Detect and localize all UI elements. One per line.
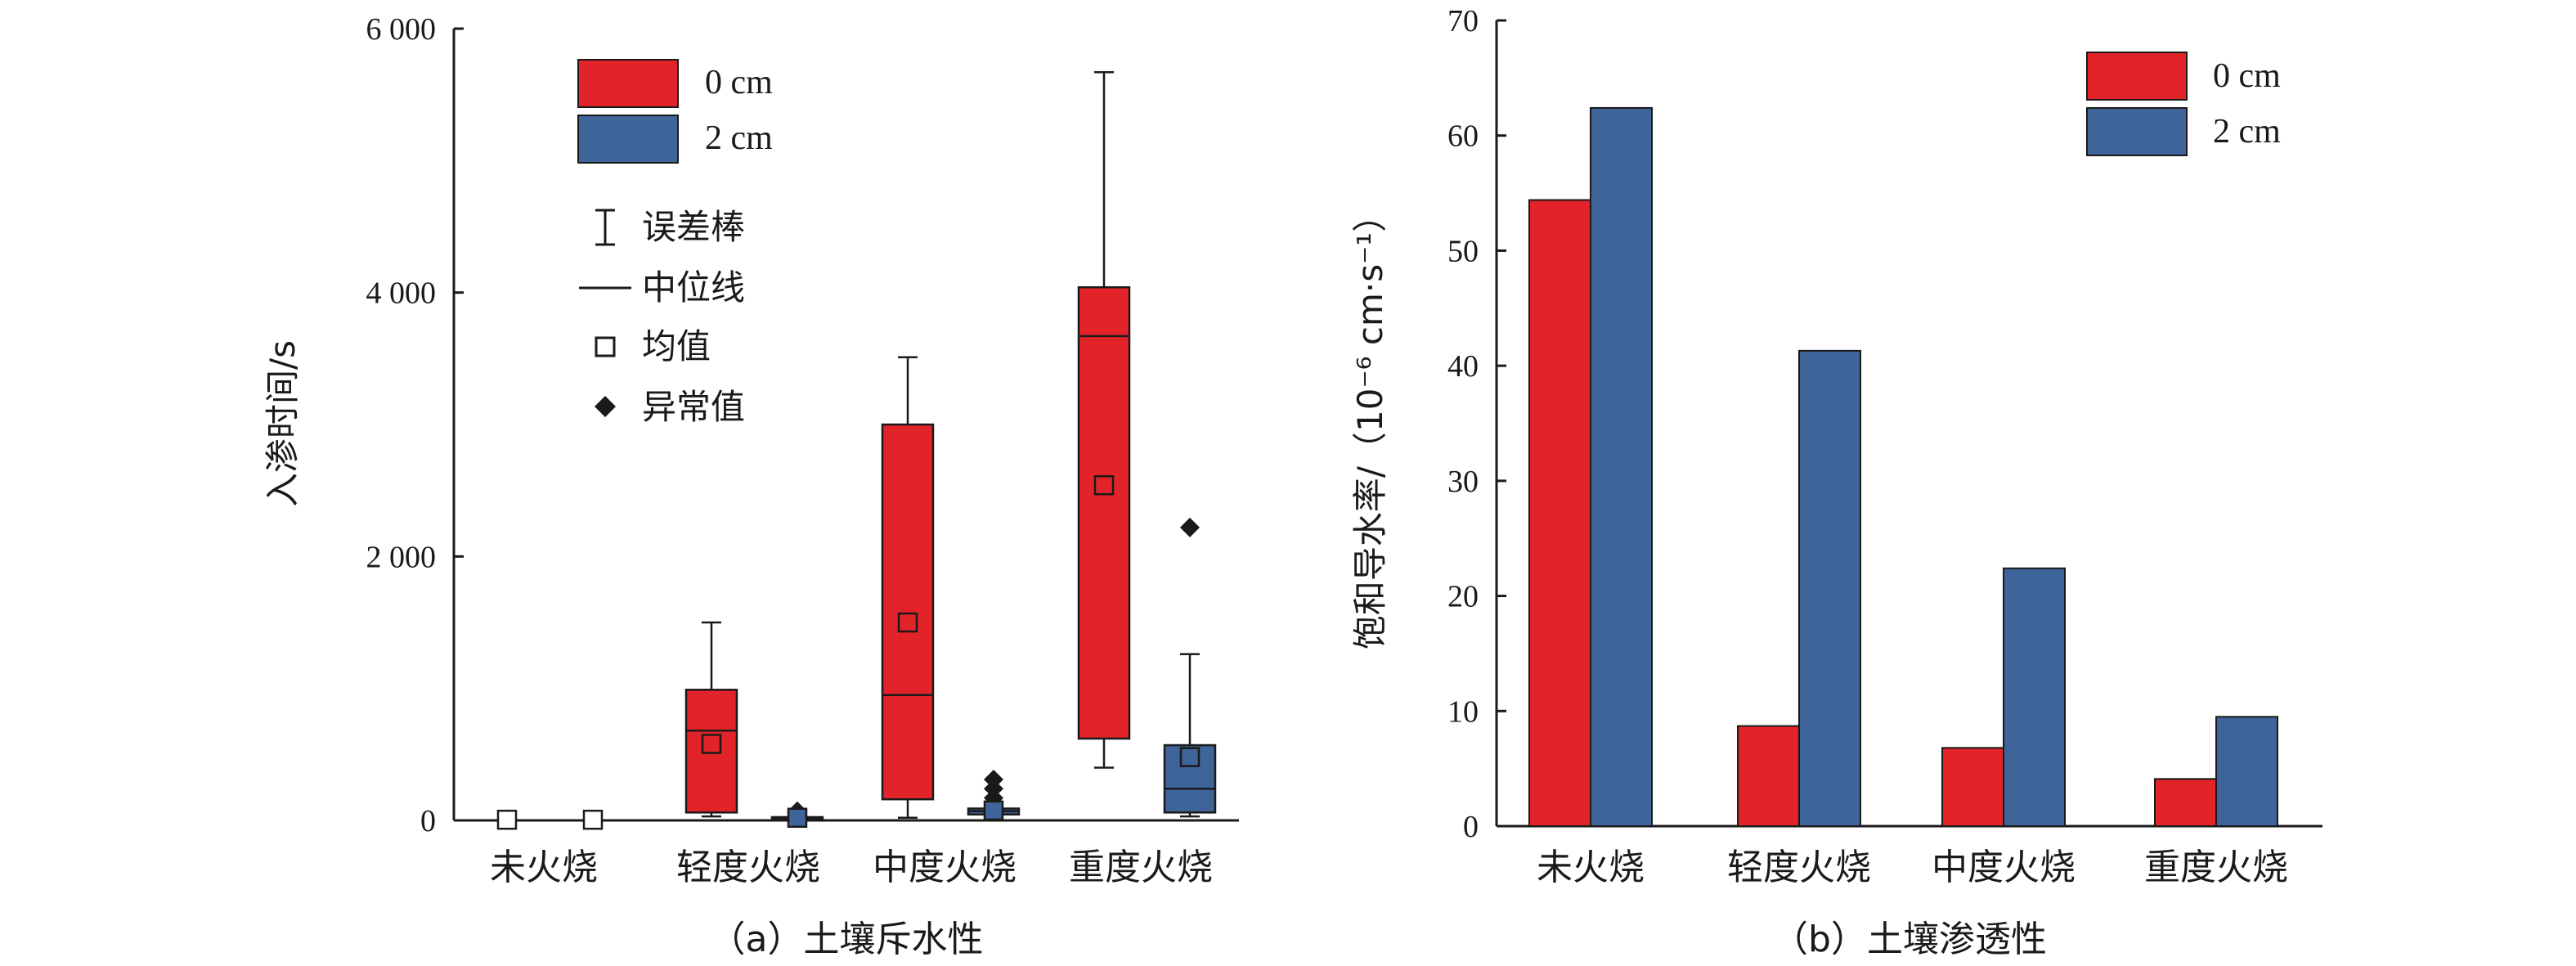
y-tick-label: 4 000 bbox=[366, 276, 437, 311]
y-tick-label: 0 bbox=[420, 804, 436, 838]
error-bar-icon bbox=[595, 209, 615, 246]
panel-a-boxes bbox=[496, 70, 1217, 830]
y-tick-label: 20 bbox=[1447, 580, 1479, 614]
panel-a-y-axis-label: 入渗时间/s bbox=[263, 340, 303, 507]
bar-2cm bbox=[2215, 716, 2278, 827]
legend-label-2cm: 2 cm bbox=[705, 119, 773, 157]
bar-2cm bbox=[2003, 567, 2066, 827]
legend-swatch-2cm bbox=[2086, 107, 2188, 156]
legend-median-label: 中位线 bbox=[642, 267, 745, 308]
x-category-label: 重度火烧 bbox=[2144, 847, 2288, 888]
legend-error-label: 误差棒 bbox=[642, 207, 745, 247]
bar-2cm bbox=[1798, 349, 1861, 828]
x-category-label: 轻度火烧 bbox=[676, 847, 820, 888]
x-category-label: 重度火烧 bbox=[1069, 847, 1213, 888]
y-tick-label: 70 bbox=[1447, 4, 1479, 38]
legend-swatch-2cm bbox=[577, 115, 679, 164]
y-tick-label: 50 bbox=[1447, 234, 1479, 268]
legend-swatch-0cm bbox=[2086, 52, 2188, 101]
panel-b-bars bbox=[1528, 106, 2278, 828]
panel-b-x-categories: 未火烧 轻度火烧 中度火烧 重度火烧 bbox=[1537, 847, 2288, 888]
bar-0cm bbox=[1737, 725, 1800, 827]
mean-marker bbox=[582, 809, 604, 830]
mean-marker bbox=[701, 734, 722, 754]
legend-label-0cm: 0 cm bbox=[705, 64, 773, 101]
y-tick-label: 6 000 bbox=[366, 12, 437, 47]
legend-label-0cm: 0 cm bbox=[2213, 57, 2281, 95]
y-tick-label: 0 bbox=[1463, 810, 1479, 844]
mean-square-icon bbox=[595, 336, 616, 357]
mean-marker bbox=[787, 807, 808, 829]
y-tick-label: 40 bbox=[1447, 349, 1479, 384]
legend-mean-label: 均值 bbox=[642, 326, 711, 366]
mean-marker bbox=[897, 612, 918, 633]
bar-0cm bbox=[1528, 199, 1591, 827]
mean-marker bbox=[1179, 747, 1200, 767]
box-0cm bbox=[1077, 285, 1131, 740]
legend-outlier-label: 异常值 bbox=[642, 387, 745, 427]
y-tick-label: 60 bbox=[1447, 119, 1479, 154]
outlier-point bbox=[984, 769, 1003, 789]
bar-0cm bbox=[2154, 778, 2217, 827]
panel-b-barchart: 0 10 20 30 40 50 60 70 未火烧 轻度火烧 中度火烧 重度火烧 饱和导水率/（1… bbox=[1350, 4, 2322, 960]
panel-a-caption: （a）土壤斥水性 bbox=[710, 919, 984, 960]
mean-marker bbox=[983, 800, 1004, 821]
x-category-label: 轻度火烧 bbox=[1727, 847, 1871, 888]
mean-marker bbox=[496, 809, 518, 830]
y-tick-label: 2 000 bbox=[366, 540, 437, 574]
x-category-label: 未火烧 bbox=[490, 847, 598, 888]
bar-0cm bbox=[1941, 747, 2004, 827]
panel-b-legend: 0 cm 2 cm bbox=[2086, 52, 2281, 156]
x-category-label: 中度火烧 bbox=[1932, 847, 2076, 888]
box-0cm bbox=[881, 423, 935, 801]
mean-marker bbox=[1093, 474, 1115, 496]
x-category-label: 未火烧 bbox=[1537, 847, 1645, 888]
panel-a-legend: 0 cm 2 cm 误差棒 中位线 均值 异常值 bbox=[577, 59, 773, 427]
legend-swatch-0cm bbox=[577, 59, 679, 108]
outlier-diamond-icon bbox=[595, 396, 616, 417]
bar-2cm bbox=[1590, 106, 1653, 827]
panel-b-caption: （b）土壤渗透性 bbox=[1772, 919, 2047, 960]
panel-a-x-categories: 未火烧 轻度火烧 中度火烧 重度火烧 bbox=[490, 847, 1213, 888]
y-tick-label: 10 bbox=[1447, 694, 1479, 729]
panel-a-y-ticks: 0 2 000 4 000 6 000 bbox=[366, 12, 464, 838]
panel-b-y-ticks: 0 10 20 30 40 50 60 70 bbox=[1447, 4, 1506, 844]
panel-b-y-axis-label: 饱和导水率/（10⁻⁶ cm·s⁻¹） bbox=[1350, 198, 1390, 649]
legend-label-2cm: 2 cm bbox=[2213, 113, 2281, 151]
x-category-label: 中度火烧 bbox=[873, 847, 1016, 888]
y-tick-label: 30 bbox=[1447, 465, 1479, 499]
outlier-point bbox=[1180, 517, 1200, 537]
